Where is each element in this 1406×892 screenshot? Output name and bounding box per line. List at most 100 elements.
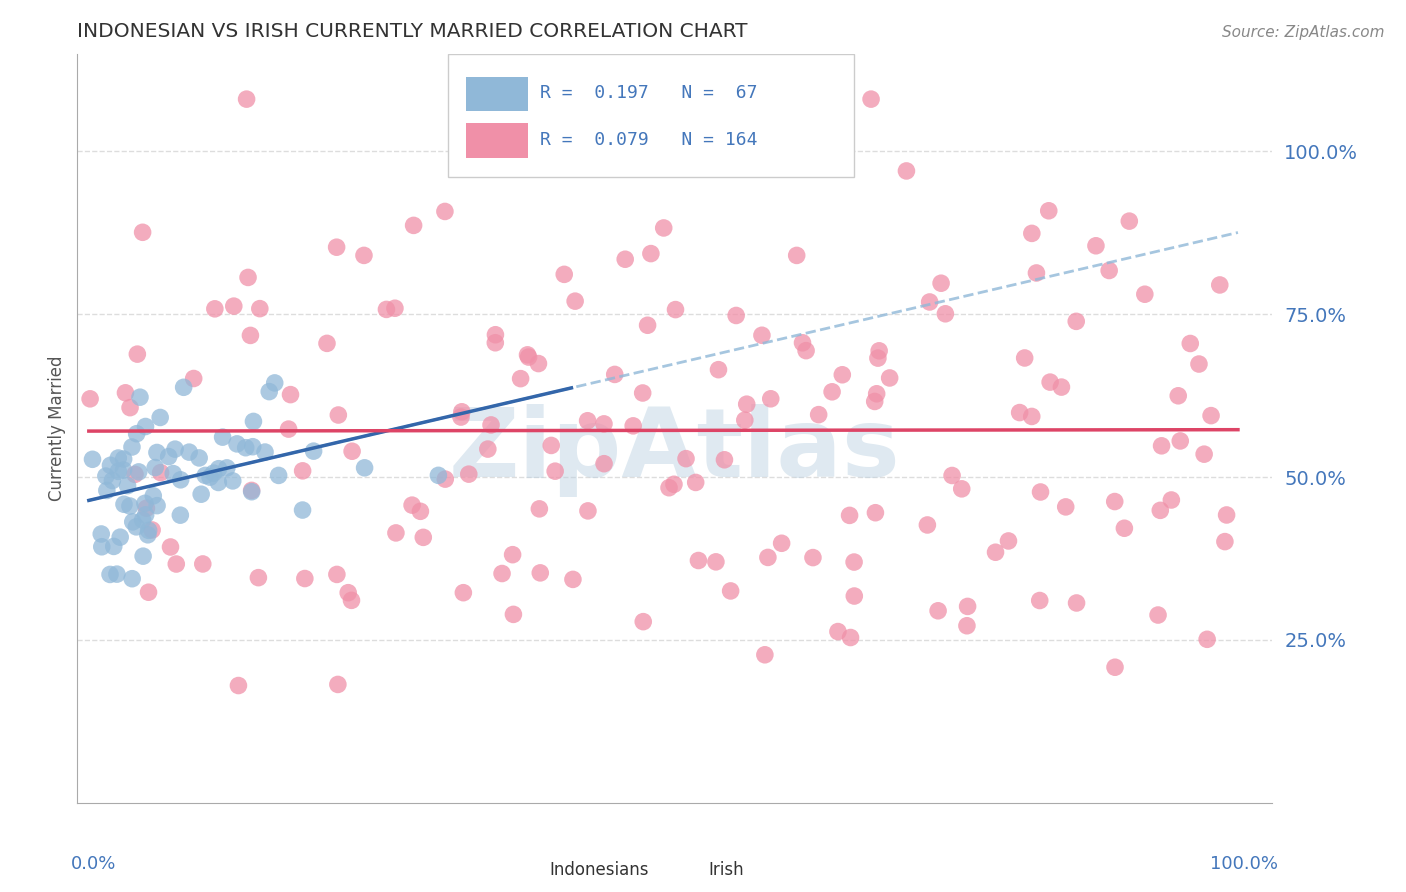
- Point: [1147, 607, 1170, 622]
- Text: 0.0%: 0.0%: [72, 855, 117, 873]
- Point: [453, 585, 475, 599]
- Point: [242, 440, 264, 454]
- Point: [159, 540, 181, 554]
- Point: [240, 484, 263, 499]
- Point: [1039, 375, 1062, 389]
- Point: [844, 589, 866, 603]
- Point: [517, 350, 540, 364]
- Point: [1008, 406, 1031, 420]
- Point: [149, 410, 172, 425]
- Point: [135, 508, 157, 522]
- Point: [1028, 593, 1050, 607]
- Point: [325, 240, 347, 254]
- Point: [866, 351, 889, 365]
- Point: [637, 318, 659, 333]
- Point: [141, 523, 163, 537]
- Point: [1149, 503, 1171, 517]
- Point: [1064, 314, 1087, 328]
- FancyBboxPatch shape: [465, 77, 527, 112]
- Point: [134, 496, 156, 510]
- Point: [169, 508, 191, 523]
- Point: [434, 472, 457, 486]
- Point: [950, 482, 973, 496]
- Point: [865, 506, 887, 520]
- Point: [328, 408, 350, 422]
- Point: [326, 677, 349, 691]
- Point: [917, 518, 939, 533]
- Point: [662, 477, 685, 491]
- Point: [956, 599, 979, 614]
- Point: [142, 489, 165, 503]
- Point: [183, 371, 205, 385]
- Point: [162, 467, 184, 481]
- Point: [191, 557, 214, 571]
- Point: [827, 624, 849, 639]
- Point: [1104, 494, 1126, 508]
- Point: [1054, 500, 1077, 514]
- Point: [222, 474, 245, 488]
- Point: [409, 504, 432, 518]
- Point: [385, 525, 408, 540]
- Point: [866, 386, 889, 401]
- Point: [353, 460, 375, 475]
- Point: [593, 457, 616, 471]
- Point: [807, 408, 830, 422]
- Point: [484, 327, 506, 342]
- Point: [1050, 380, 1073, 394]
- Point: [1014, 351, 1036, 365]
- Text: Irish: Irish: [709, 862, 744, 880]
- FancyBboxPatch shape: [465, 123, 527, 158]
- Point: [754, 648, 776, 662]
- Point: [640, 246, 662, 260]
- Point: [143, 460, 166, 475]
- Point: [211, 430, 233, 444]
- Point: [688, 553, 710, 567]
- Point: [277, 422, 299, 436]
- Point: [831, 368, 853, 382]
- Point: [131, 225, 153, 239]
- Point: [1150, 439, 1173, 453]
- Point: [239, 328, 262, 343]
- Point: [433, 204, 456, 219]
- Point: [103, 540, 125, 554]
- Point: [839, 631, 862, 645]
- Point: [838, 508, 860, 523]
- Point: [1160, 493, 1182, 508]
- Point: [108, 530, 131, 544]
- Point: [235, 92, 257, 106]
- Text: INDONESIAN VS IRISH CURRENTLY MARRIED CORRELATION CHART: INDONESIAN VS IRISH CURRENTLY MARRIED CO…: [77, 21, 748, 41]
- Point: [427, 468, 450, 483]
- Point: [564, 294, 586, 309]
- Point: [477, 442, 499, 456]
- Point: [658, 481, 681, 495]
- Point: [713, 452, 735, 467]
- Point: [118, 499, 141, 513]
- Point: [879, 371, 901, 385]
- Point: [450, 410, 472, 425]
- Point: [664, 302, 686, 317]
- Point: [129, 390, 152, 404]
- Point: [1025, 266, 1047, 280]
- Y-axis label: Currently Married: Currently Married: [48, 355, 66, 501]
- Point: [131, 513, 153, 527]
- Point: [631, 615, 654, 629]
- Point: [190, 487, 212, 501]
- Point: [1180, 336, 1202, 351]
- Point: [207, 475, 229, 490]
- Point: [375, 302, 398, 317]
- Point: [502, 548, 524, 562]
- Point: [114, 385, 136, 400]
- Point: [772, 97, 794, 112]
- Point: [1168, 434, 1191, 448]
- Point: [631, 386, 654, 401]
- Point: [734, 413, 756, 427]
- Point: [90, 527, 112, 541]
- Text: Indonesians: Indonesians: [550, 862, 650, 880]
- Point: [794, 343, 817, 358]
- Point: [134, 419, 156, 434]
- Point: [1213, 534, 1236, 549]
- Point: [941, 468, 963, 483]
- Point: [340, 444, 363, 458]
- Point: [1021, 227, 1043, 241]
- Point: [165, 442, 187, 457]
